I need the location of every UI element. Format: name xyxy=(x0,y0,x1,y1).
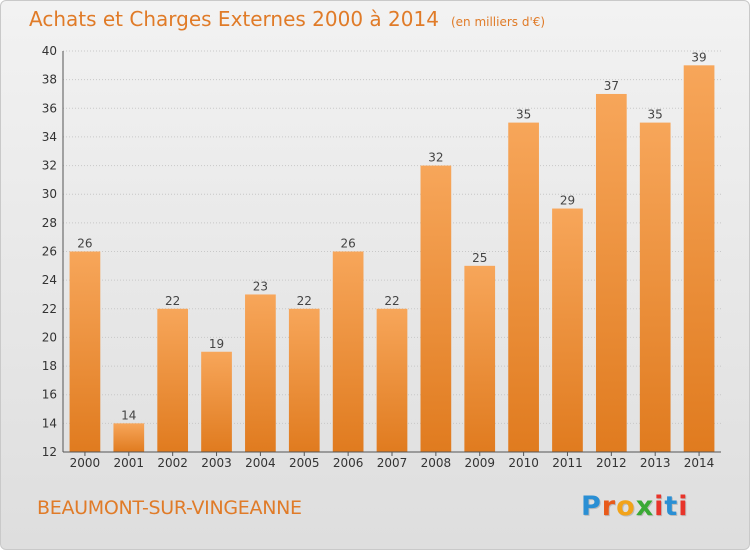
y-tick-label-28: 28 xyxy=(42,216,57,230)
x-tick-label-2012: 2012 xyxy=(596,456,627,470)
data-label-2001: 14 xyxy=(121,408,136,422)
data-label-2005: 22 xyxy=(297,294,312,308)
chart-subtitle: (en milliers d'€) xyxy=(450,15,546,29)
bar-2008 xyxy=(420,165,452,453)
y-tick-label-36: 36 xyxy=(42,101,57,115)
chart-title: Achats et Charges Externes 2000 à 2014 (e… xyxy=(29,7,545,31)
bar-2001 xyxy=(113,423,145,452)
logo-letter: i xyxy=(654,491,665,522)
data-label-2013: 35 xyxy=(648,108,663,122)
y-tick-label-22: 22 xyxy=(42,302,57,316)
data-label-2009: 25 xyxy=(472,251,487,265)
y-tick-label-26: 26 xyxy=(42,245,57,259)
y-tick-label-20: 20 xyxy=(42,330,57,344)
axes xyxy=(62,51,721,456)
x-tick-label-2006: 2006 xyxy=(333,456,364,470)
logo-letter: r xyxy=(601,491,617,522)
x-tick-label-2008: 2008 xyxy=(421,456,452,470)
x-tick-label-2014: 2014 xyxy=(684,456,715,470)
data-label-2008: 32 xyxy=(428,151,443,165)
bar-2009 xyxy=(464,265,496,452)
bar-2006 xyxy=(332,251,364,452)
x-tick-label-2003: 2003 xyxy=(201,456,232,470)
tick-labels: 12 14 16 18 20 22 24 26 28 30 32 34 36 38 40 26 2000 14 20… xyxy=(42,44,715,470)
data-label-2002: 22 xyxy=(165,294,180,308)
logo-letter: P xyxy=(581,491,602,522)
x-tick-label-2011: 2011 xyxy=(552,456,583,470)
logo-letter: t xyxy=(664,491,679,522)
bar-2005 xyxy=(288,308,320,452)
y-tick-label-34: 34 xyxy=(42,130,57,144)
y-tick-label-18: 18 xyxy=(42,359,57,373)
proxiti-logo: Proxiti xyxy=(581,491,689,522)
data-label-2011: 29 xyxy=(560,194,575,208)
logo-letter: x xyxy=(635,491,655,522)
x-tick-label-2001: 2001 xyxy=(114,456,145,470)
y-tick-label-40: 40 xyxy=(42,44,57,58)
x-tick-label-2002: 2002 xyxy=(157,456,188,470)
x-tick-label-2007: 2007 xyxy=(377,456,408,470)
data-label-2003: 19 xyxy=(209,337,224,351)
bar-2013 xyxy=(639,122,671,452)
x-tick-label-2010: 2010 xyxy=(508,456,539,470)
y-tick-label-38: 38 xyxy=(42,73,57,87)
y-tick-label-30: 30 xyxy=(42,187,57,201)
data-label-2007: 22 xyxy=(384,294,399,308)
bar-2014 xyxy=(683,65,715,453)
logo-letter: o xyxy=(616,491,636,522)
bars xyxy=(69,65,715,453)
y-tick-label-24: 24 xyxy=(42,273,57,287)
data-label-2004: 23 xyxy=(253,279,268,293)
bar-2007 xyxy=(376,308,408,452)
data-label-2006: 26 xyxy=(340,237,355,251)
x-tick-label-2004: 2004 xyxy=(245,456,276,470)
bar-2003 xyxy=(201,351,232,452)
data-label-2012: 37 xyxy=(604,79,619,93)
data-label-2000: 26 xyxy=(77,237,92,251)
y-tick-label-14: 14 xyxy=(42,416,57,430)
x-tick-label-2000: 2000 xyxy=(70,456,101,470)
bar-2011 xyxy=(552,208,583,452)
bar-2000 xyxy=(69,251,101,452)
bar-2012 xyxy=(595,93,627,452)
logo-letter: i xyxy=(678,491,689,522)
bar-2004 xyxy=(245,294,276,452)
bar-2010 xyxy=(508,122,539,452)
chart-title-text: Achats et Charges Externes 2000 à 2014 xyxy=(29,7,439,31)
commune-name: BEAUMONT-SUR-VINGEANNE xyxy=(37,497,302,519)
bar-2002 xyxy=(157,308,189,452)
x-tick-label-2005: 2005 xyxy=(289,456,320,470)
y-tick-label-16: 16 xyxy=(42,388,57,402)
y-tick-label-32: 32 xyxy=(42,159,57,173)
y-tick-label-12: 12 xyxy=(42,445,57,459)
data-label-2014: 39 xyxy=(691,50,706,64)
x-tick-label-2009: 2009 xyxy=(464,456,495,470)
data-label-2010: 35 xyxy=(516,108,531,122)
x-tick-label-2013: 2013 xyxy=(640,456,671,470)
